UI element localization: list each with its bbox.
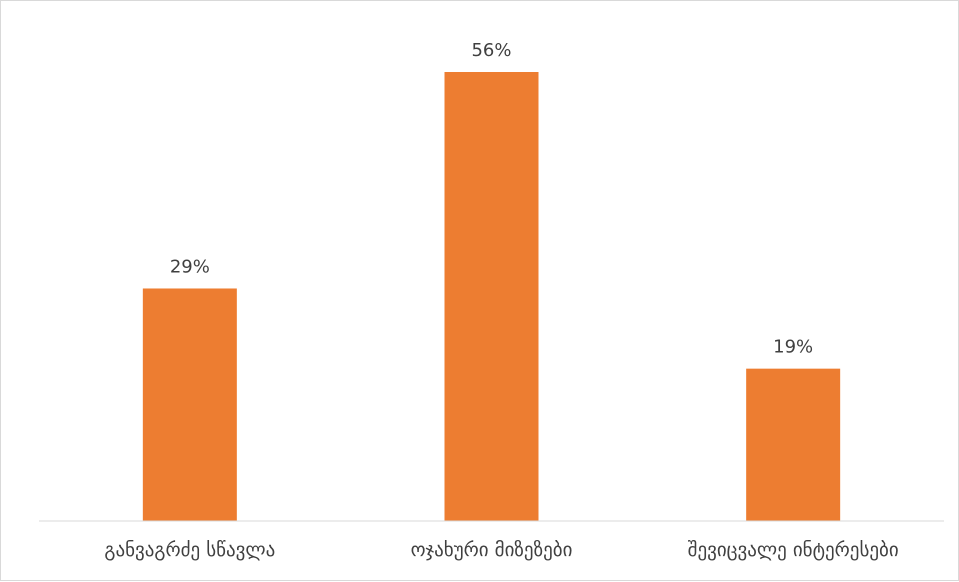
data-labels-group: 29% 56% 19%: [170, 40, 813, 358]
category-labels-group: განვაგრძე სწავლა ოჯახური მიზეზები შევიცვალ…: [104, 539, 898, 561]
data-label-2: 56%: [471, 40, 511, 61]
data-label-1: 29%: [170, 256, 210, 277]
category-label-1: განვაგრძე სწავლა: [104, 539, 275, 561]
bars-group: [142, 72, 841, 521]
category-label-2: ოჯახური მიზეზები: [411, 539, 573, 561]
bar-1: [142, 288, 237, 521]
category-label-3: შევიცვალე ინტერესები: [688, 539, 899, 561]
data-label-3: 19%: [773, 337, 813, 358]
bar-3: [746, 368, 841, 521]
bar-2: [444, 72, 539, 521]
